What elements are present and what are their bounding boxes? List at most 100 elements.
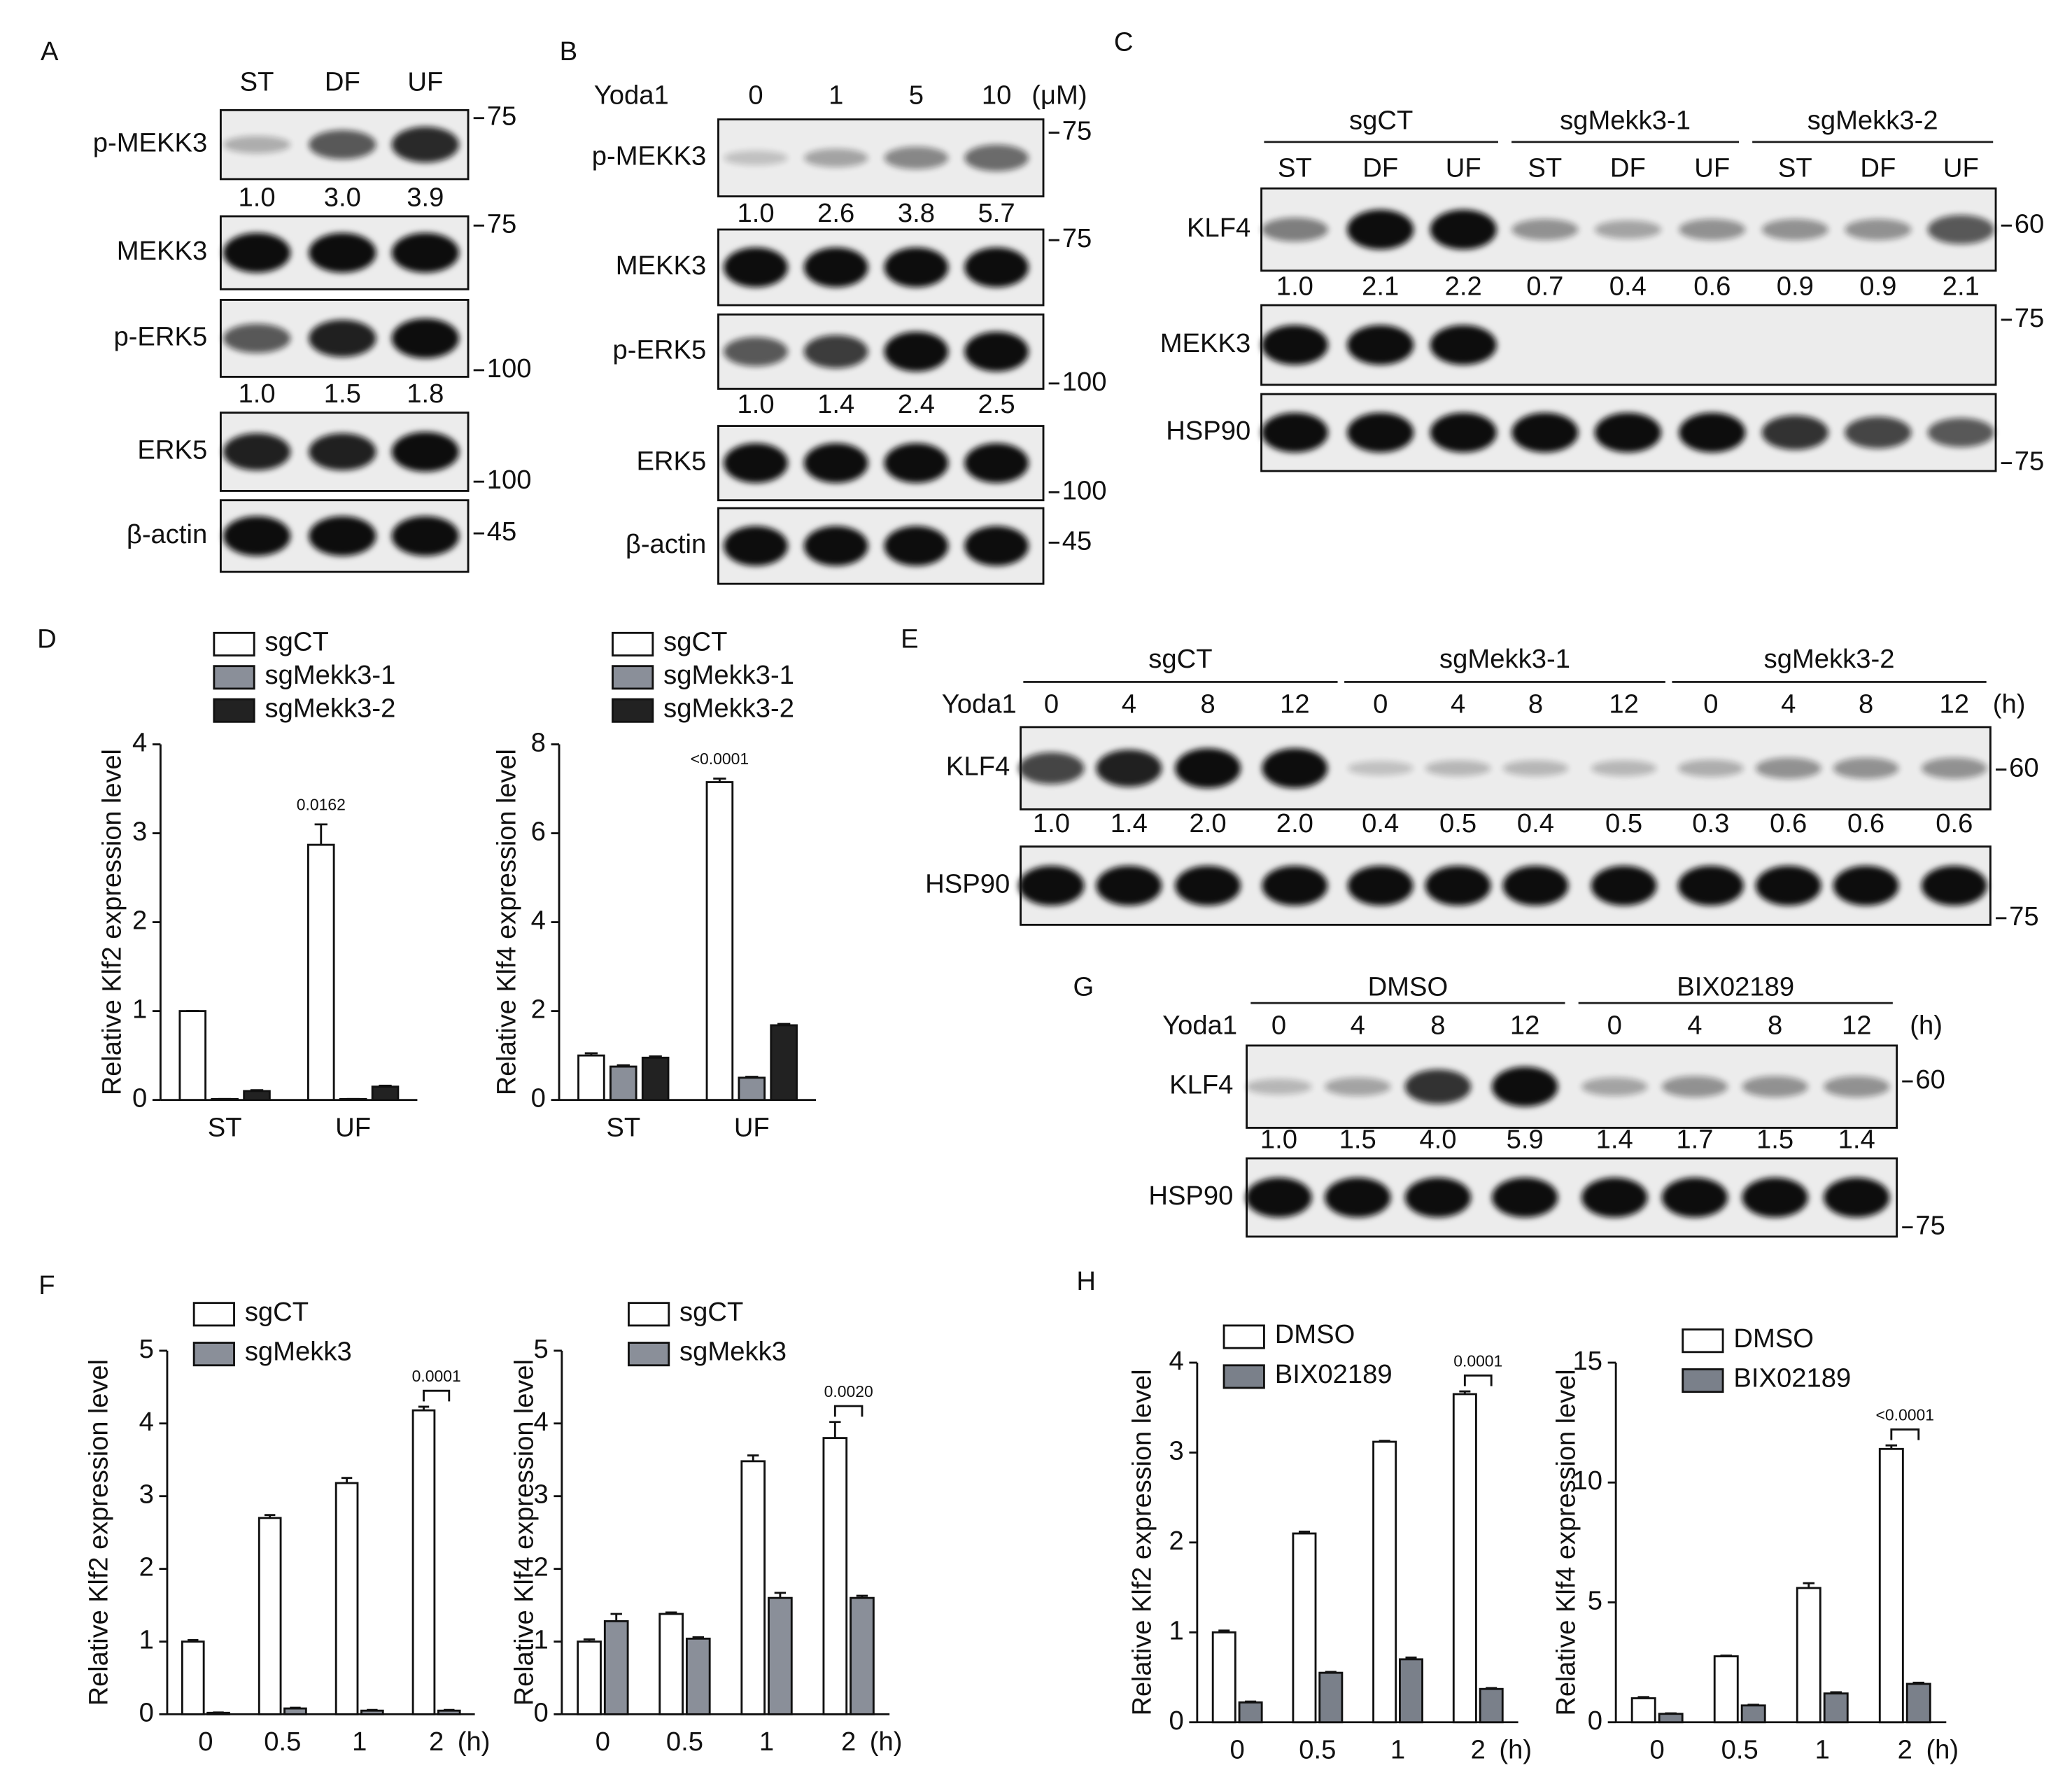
band xyxy=(1761,218,1828,241)
band xyxy=(803,148,868,167)
band xyxy=(1325,1077,1391,1096)
lane-label: 0 xyxy=(1607,1011,1622,1041)
error-bar xyxy=(1379,1440,1390,1442)
bar xyxy=(1823,1692,1849,1724)
row-label: KLF4 xyxy=(1187,213,1250,243)
legend-label: sgMekk3 xyxy=(679,1337,787,1367)
row-label: HSP90 xyxy=(925,870,1010,899)
y-axis-label: Relative Klf2 expression level xyxy=(1127,1369,1157,1715)
band xyxy=(309,516,376,556)
marker-label: 60 xyxy=(1915,1065,1945,1095)
lane-label: 8 xyxy=(1859,690,1873,719)
error-bar xyxy=(367,1708,378,1711)
quant-label: 2.0 xyxy=(1276,809,1313,838)
band xyxy=(1921,866,1987,906)
y-tick-label: 1 xyxy=(533,1626,548,1655)
quant-label: 4.0 xyxy=(1419,1125,1456,1155)
y-tick-label: 2 xyxy=(139,1553,154,1582)
band xyxy=(1491,1067,1558,1107)
lane-label: 1 xyxy=(829,81,843,111)
band xyxy=(724,337,788,367)
bar xyxy=(1211,1631,1236,1724)
marker-label: 75 xyxy=(1915,1211,1945,1241)
x-tick-label: UF xyxy=(335,1113,371,1142)
band xyxy=(1679,412,1746,453)
y-tick-label: 4 xyxy=(533,1407,548,1437)
band xyxy=(964,526,1029,566)
band xyxy=(884,331,949,372)
error-bar xyxy=(250,1089,264,1092)
quant-label: 1.4 xyxy=(1838,1125,1875,1155)
lane-label: UF xyxy=(1694,154,1730,183)
lane-label: 0 xyxy=(1271,1011,1286,1041)
band xyxy=(1018,866,1085,906)
marker-label: 75 xyxy=(2015,447,2045,477)
legend-swatch xyxy=(1682,1328,1724,1354)
legend-label: sgMekk3-1 xyxy=(265,661,395,690)
lane-label: DF xyxy=(1860,154,1896,183)
band xyxy=(724,443,788,484)
quant-label: 1.5 xyxy=(324,379,361,409)
bar xyxy=(306,843,335,1102)
legend-swatch xyxy=(1222,1324,1265,1349)
band xyxy=(1347,866,1414,906)
error-bar xyxy=(1245,1700,1257,1703)
error-bar xyxy=(1912,1681,1925,1684)
unit-label: (h) xyxy=(1993,690,2026,719)
treatment-label: Yoda1 xyxy=(942,690,1017,719)
error-bar xyxy=(1803,1582,1815,1588)
panel-label: D xyxy=(37,625,57,654)
legend-swatch xyxy=(1682,1368,1724,1393)
lane-label: 4 xyxy=(1451,690,1465,719)
error-bar xyxy=(584,1052,598,1056)
quant-label: 0.5 xyxy=(1439,809,1477,838)
x-tick-label: 0 xyxy=(1650,1736,1665,1765)
quant-label: 2.1 xyxy=(1943,272,1980,302)
error-bar xyxy=(745,1076,759,1079)
bar xyxy=(1740,1704,1766,1724)
band xyxy=(1511,412,1579,453)
quant-label: 0.3 xyxy=(1692,809,1729,838)
error-bar xyxy=(856,1594,868,1599)
y-tick-label: 0 xyxy=(139,1699,154,1728)
lane-label: 4 xyxy=(1351,1011,1365,1041)
band xyxy=(1511,218,1579,241)
error-bar xyxy=(1665,1712,1677,1715)
legend-swatch xyxy=(1222,1364,1265,1389)
legend-label: BIX02189 xyxy=(1275,1360,1393,1389)
y-tick-label: 4 xyxy=(1169,1347,1183,1376)
bar xyxy=(437,1709,461,1715)
band xyxy=(1661,1177,1728,1218)
lane-label: 4 xyxy=(1687,1011,1702,1041)
band xyxy=(1761,415,1828,450)
bar xyxy=(850,1596,875,1715)
bar xyxy=(178,1010,207,1102)
quant-label: 1.0 xyxy=(1260,1125,1297,1155)
y-tick-label: 0 xyxy=(533,1699,548,1728)
annotation: 0.0162 xyxy=(297,795,346,813)
x-tick-label: 2 xyxy=(429,1727,444,1757)
lane-label: 8 xyxy=(1768,1011,1782,1041)
y-axis-label: Relative Klf4 expression level xyxy=(492,749,521,1095)
row-label: MEKK3 xyxy=(1160,329,1251,358)
row-label: ERK5 xyxy=(636,447,706,477)
quant-label: 2.4 xyxy=(898,390,935,419)
band xyxy=(1755,757,1821,779)
quant-label: 0.4 xyxy=(1517,809,1554,838)
band xyxy=(1261,325,1328,365)
band xyxy=(1491,1177,1558,1218)
band xyxy=(1404,1069,1472,1104)
bar xyxy=(740,1460,766,1715)
band xyxy=(1502,760,1569,777)
marker-label: 100 xyxy=(487,465,532,495)
band xyxy=(309,319,376,357)
legend-label: sgCT xyxy=(679,1298,743,1327)
band xyxy=(1594,412,1661,453)
y-axis-label: Relative Klf4 expression level xyxy=(1551,1369,1581,1715)
error-bar xyxy=(444,1708,455,1711)
group-label: sgMekk3-1 xyxy=(1560,106,1691,136)
x-unit-label: (h) xyxy=(1499,1736,1532,1765)
quant-label: 1.5 xyxy=(1339,1125,1376,1155)
bar xyxy=(1292,1532,1317,1724)
annotation: 0.0001 xyxy=(1453,1351,1502,1370)
